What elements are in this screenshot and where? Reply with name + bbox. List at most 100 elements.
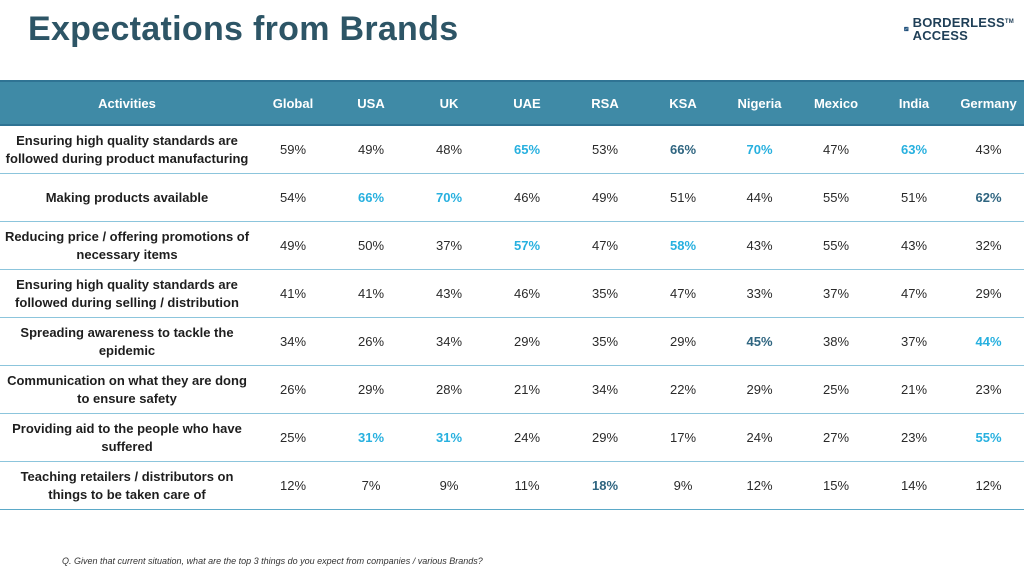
value-cell-mexico: 38%: [797, 317, 875, 366]
value-cell-uk: 70%: [410, 173, 488, 222]
value-cell-germany: 44%: [953, 317, 1024, 366]
value-cell-usa: 50%: [332, 221, 410, 270]
value-cell-ksa: 17%: [644, 413, 722, 462]
activity-label: Reducing price / offering promotions of …: [0, 221, 254, 270]
value-cell-global: 12%: [254, 461, 332, 510]
value-cell-ksa: 66%: [644, 125, 722, 174]
value-cell-ksa: 51%: [644, 173, 722, 222]
value-cell-ksa: 9%: [644, 461, 722, 510]
column-header-germany: Germany: [953, 80, 1024, 126]
value-cell-rsa: 34%: [566, 365, 644, 414]
value-cell-germany: 29%: [953, 269, 1024, 318]
activity-label: Ensuring high quality standards are foll…: [0, 269, 254, 318]
survey-question-footnote: Q. Given that current situation, what ar…: [62, 556, 483, 566]
value-cell-usa: 26%: [332, 317, 410, 366]
table-row: Ensuring high quality standards are foll…: [0, 269, 1024, 318]
column-header-mexico: Mexico: [797, 80, 875, 126]
column-header-global: Global: [254, 80, 332, 126]
value-cell-india: 37%: [875, 317, 953, 366]
value-cell-germany: 32%: [953, 221, 1024, 270]
value-cell-ksa: 29%: [644, 317, 722, 366]
column-header-activities: Activities: [0, 80, 254, 126]
column-header-india: India: [875, 80, 953, 126]
value-cell-uae: 46%: [488, 269, 566, 318]
value-cell-india: 47%: [875, 269, 953, 318]
value-cell-germany: 12%: [953, 461, 1024, 510]
value-cell-germany: 43%: [953, 125, 1024, 174]
activity-label: Making products available: [0, 173, 254, 222]
value-cell-nigeria: 43%: [722, 221, 797, 270]
value-cell-mexico: 27%: [797, 413, 875, 462]
value-cell-global: 41%: [254, 269, 332, 318]
value-cell-nigeria: 45%: [722, 317, 797, 366]
logo-mark-icon: [904, 26, 909, 32]
expectations-table: Activities Global USA UK UAE RSA KSA Nigeria Mex…: [0, 80, 1024, 510]
value-cell-usa: 31%: [332, 413, 410, 462]
table-row: Communication on what they are dong to e…: [0, 365, 1024, 414]
table-body: Ensuring high quality standards are foll…: [0, 125, 1024, 510]
table-row: Providing aid to the people who have suf…: [0, 413, 1024, 462]
value-cell-usa: 41%: [332, 269, 410, 318]
value-cell-india: 51%: [875, 173, 953, 222]
value-cell-germany: 23%: [953, 365, 1024, 414]
value-cell-uae: 29%: [488, 317, 566, 366]
logo-text: BORDERLESSTM ACCESS: [912, 15, 1014, 43]
value-cell-uk: 43%: [410, 269, 488, 318]
value-cell-usa: 29%: [332, 365, 410, 414]
value-cell-rsa: 29%: [566, 413, 644, 462]
table-header-row: Activities Global USA UK UAE RSA KSA Nigeria Mex…: [0, 80, 1024, 126]
value-cell-global: 25%: [254, 413, 332, 462]
value-cell-rsa: 49%: [566, 173, 644, 222]
value-cell-india: 43%: [875, 221, 953, 270]
value-cell-uk: 9%: [410, 461, 488, 510]
column-header-uk: UK: [410, 80, 488, 126]
value-cell-rsa: 35%: [566, 317, 644, 366]
value-cell-global: 26%: [254, 365, 332, 414]
value-cell-mexico: 15%: [797, 461, 875, 510]
activity-label: Spreading awareness to tackle the epidem…: [0, 317, 254, 366]
value-cell-uae: 65%: [488, 125, 566, 174]
column-header-ksa: KSA: [644, 80, 722, 126]
table-row: Making products available 54% 66% 70% 46% 49%…: [0, 173, 1024, 222]
column-header-usa: USA: [332, 80, 410, 126]
value-cell-uk: 48%: [410, 125, 488, 174]
value-cell-ksa: 47%: [644, 269, 722, 318]
value-cell-uk: 28%: [410, 365, 488, 414]
value-cell-global: 59%: [254, 125, 332, 174]
value-cell-ksa: 58%: [644, 221, 722, 270]
value-cell-ksa: 22%: [644, 365, 722, 414]
value-cell-germany: 62%: [953, 173, 1024, 222]
value-cell-india: 21%: [875, 365, 953, 414]
column-header-uae: UAE: [488, 80, 566, 126]
value-cell-uae: 21%: [488, 365, 566, 414]
value-cell-rsa: 18%: [566, 461, 644, 510]
value-cell-rsa: 53%: [566, 125, 644, 174]
value-cell-mexico: 47%: [797, 125, 875, 174]
table-row: Spreading awareness to tackle the epidem…: [0, 317, 1024, 366]
activity-label: Communication on what they are dong to e…: [0, 365, 254, 414]
value-cell-uk: 37%: [410, 221, 488, 270]
value-cell-germany: 55%: [953, 413, 1024, 462]
value-cell-nigeria: 29%: [722, 365, 797, 414]
value-cell-global: 54%: [254, 173, 332, 222]
value-cell-india: 23%: [875, 413, 953, 462]
table-row: Teaching retailers / distributors on thi…: [0, 461, 1024, 510]
value-cell-india: 14%: [875, 461, 953, 510]
value-cell-mexico: 55%: [797, 221, 875, 270]
value-cell-uk: 34%: [410, 317, 488, 366]
value-cell-mexico: 25%: [797, 365, 875, 414]
value-cell-uae: 57%: [488, 221, 566, 270]
value-cell-uae: 46%: [488, 173, 566, 222]
value-cell-nigeria: 24%: [722, 413, 797, 462]
value-cell-usa: 7%: [332, 461, 410, 510]
value-cell-uae: 24%: [488, 413, 566, 462]
page-title: Expectations from Brands: [28, 10, 459, 48]
table-row: Reducing price / offering promotions of …: [0, 221, 1024, 270]
value-cell-india: 63%: [875, 125, 953, 174]
value-cell-global: 34%: [254, 317, 332, 366]
value-cell-nigeria: 33%: [722, 269, 797, 318]
value-cell-nigeria: 44%: [722, 173, 797, 222]
value-cell-rsa: 35%: [566, 269, 644, 318]
value-cell-nigeria: 12%: [722, 461, 797, 510]
value-cell-uk: 31%: [410, 413, 488, 462]
